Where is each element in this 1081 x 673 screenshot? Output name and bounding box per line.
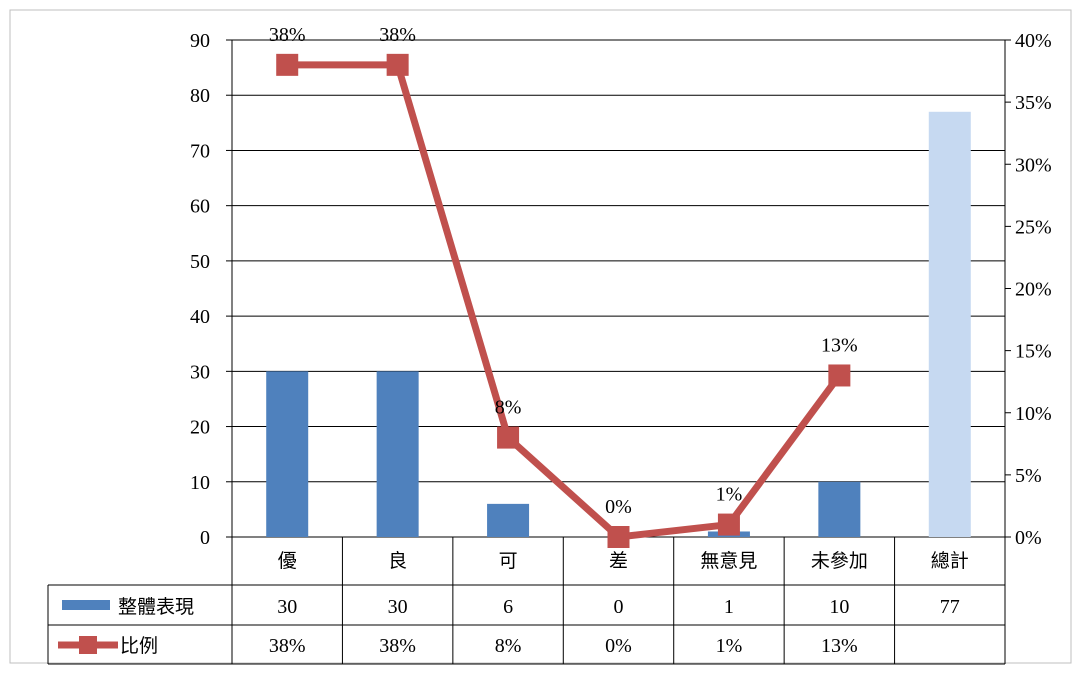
right-tick-label: 0% <box>1015 527 1042 549</box>
data-label: 8% <box>495 397 522 419</box>
category-label: 差 <box>609 550 628 572</box>
legend-line-marker <box>79 636 97 654</box>
category-label: 優 <box>278 550 297 572</box>
table-cell-line: 38% <box>379 635 416 657</box>
left-tick-label: 30 <box>190 361 210 383</box>
table-cell-bar: 6 <box>503 596 513 618</box>
table-cell-bar: 30 <box>277 596 297 618</box>
left-tick-label: 20 <box>190 417 210 439</box>
chart-area-border <box>9 9 1072 664</box>
data-label: 1% <box>716 484 743 506</box>
category-label: 未參加 <box>811 550 868 572</box>
category-label: 無意見 <box>700 550 757 572</box>
line-marker <box>497 426 520 449</box>
left-tick-label: 40 <box>190 306 210 328</box>
left-tick-label: 70 <box>190 140 210 162</box>
table-cell-line: 38% <box>269 635 306 657</box>
table-cell-line: 1% <box>716 635 743 657</box>
bar <box>818 481 861 537</box>
legend-line-label: 比例 <box>120 635 158 657</box>
bar <box>487 503 530 537</box>
table-cell-bar: 30 <box>388 596 408 618</box>
category-label: 可 <box>499 550 518 572</box>
table-cell-line: 8% <box>495 635 522 657</box>
left-tick-label: 90 <box>190 30 210 52</box>
left-tick-label: 50 <box>190 251 210 273</box>
line-path <box>287 61 843 541</box>
data-label: 0% <box>605 496 632 518</box>
category-label: 良 <box>388 550 407 572</box>
table-cell-bar: 1 <box>724 596 734 618</box>
bar <box>376 371 419 537</box>
data-label: 13% <box>821 334 858 356</box>
gridlines <box>232 39 1005 538</box>
line-marker <box>386 53 409 76</box>
right-tick-label: 20% <box>1015 279 1052 301</box>
table-cell-bar: 0 <box>614 596 624 618</box>
bar <box>928 111 971 538</box>
bar-series <box>266 111 971 538</box>
right-tick-label: 15% <box>1015 341 1052 363</box>
legend-bar-label: 整體表現 <box>118 596 194 618</box>
line-marker <box>276 53 299 76</box>
category-label: 總計 <box>931 550 969 572</box>
left-tick-label: 0 <box>200 527 210 549</box>
left-tick-label: 80 <box>190 85 210 107</box>
legend-bar-swatch <box>62 600 110 610</box>
right-tick-label: 40% <box>1015 30 1052 52</box>
table-cell-bar: 10 <box>829 596 849 618</box>
left-tick-label: 60 <box>190 196 210 218</box>
data-labels: 38% 38% 8% 0% 1% 13% <box>269 24 858 518</box>
right-tick-label: 30% <box>1015 154 1052 176</box>
data-label: 38% <box>269 24 306 46</box>
right-tick-label: 35% <box>1015 92 1052 114</box>
axes: 0 10 20 30 40 50 60 70 80 90 0% 5% 10% 15% 20% 25% 30% 35… <box>190 30 1052 549</box>
table-cell-line: 13% <box>821 635 858 657</box>
line-marker <box>607 526 630 548</box>
table-cell-bar: 77 <box>940 596 960 618</box>
bar <box>266 371 309 537</box>
right-tick-label: 5% <box>1015 465 1042 487</box>
data-label: 38% <box>379 24 416 46</box>
left-tick-label: 10 <box>190 472 210 494</box>
line-marker <box>717 513 740 536</box>
right-tick-label: 10% <box>1015 403 1052 425</box>
line-marker <box>828 364 851 387</box>
table-cell-line: 0% <box>605 635 632 657</box>
line-series <box>276 53 851 548</box>
right-tick-label: 25% <box>1015 216 1052 238</box>
